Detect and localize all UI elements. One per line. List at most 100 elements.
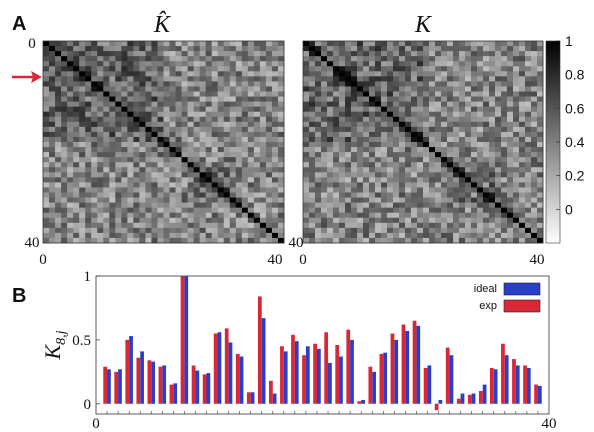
- heatmap-khat-cell: [145, 136, 152, 143]
- heatmap-k-cell: [339, 187, 346, 193]
- heatmap-k-cell: [327, 182, 334, 188]
- heatmap-khat-cell: [223, 222, 231, 229]
- heatmap-khat-cell: [91, 152, 98, 158]
- heatmap-k-cell: [423, 71, 430, 77]
- heatmap-k-cell: [315, 66, 322, 72]
- heatmap-k-cell: [303, 152, 310, 158]
- heatmap-khat-cell: [211, 162, 219, 168]
- heatmap-k-cell: [519, 116, 526, 123]
- bar-exp: [147, 360, 152, 404]
- heatmap-khat-cell: [67, 126, 74, 133]
- heatmap-khat-cell: [163, 61, 170, 67]
- heatmap-khat-cell: [55, 66, 62, 72]
- heatmap-k-cell: [459, 142, 466, 148]
- heatmap-khat-cell: [127, 172, 134, 178]
- heatmap-k-cell: [405, 162, 412, 168]
- heatmap-khat-cell: [229, 106, 237, 113]
- heatmap-k-cell: [327, 51, 334, 57]
- heatmap-khat-cell: [271, 162, 279, 168]
- heatmap-khat-cell: [127, 81, 134, 87]
- heatmap-khat-cell: [139, 217, 146, 224]
- heatmap-khat-cell: [61, 126, 68, 133]
- heatmap-khat-cell: [175, 152, 182, 158]
- heatmap-k-cell: [483, 76, 490, 82]
- heatmap-k-cell: [405, 207, 412, 214]
- heatmap-k-cell: [495, 232, 502, 239]
- heatmap-k-cell: [519, 96, 526, 102]
- heatmap-khat-cell: [259, 202, 267, 208]
- heatmap-khat-cell: [121, 177, 128, 183]
- heatmap-khat-cell: [229, 207, 237, 214]
- heatmap-khat-cell: [229, 197, 237, 203]
- bar-ideal: [261, 318, 266, 404]
- bar-ideal: [173, 383, 178, 404]
- heatmap-k-cell: [501, 111, 508, 118]
- heatmap-khat-cell: [265, 136, 273, 143]
- bar-ideal: [217, 332, 222, 404]
- heatmap-khat-cell: [235, 106, 243, 113]
- heatmap-k-cell: [453, 192, 460, 198]
- heatmap-k-cell: [393, 182, 400, 188]
- heatmap-khat-cell: [199, 81, 207, 87]
- heatmap-khat-cell: [271, 96, 279, 102]
- heatmap-k-cell: [507, 96, 514, 102]
- heatmap-k-cell: [465, 152, 472, 158]
- heatmap-khat-cell: [79, 46, 86, 52]
- heatmap-khat-cell: [235, 131, 243, 138]
- heatmap-khat-cell: [133, 232, 140, 239]
- heatmap-k-cell: [465, 192, 472, 198]
- heatmap-k-cell: [483, 222, 490, 229]
- heatmap-khat-cell: [265, 152, 273, 158]
- heatmap-khat-cell: [97, 162, 104, 168]
- heatmap-khat-cell: [97, 51, 104, 57]
- heatmap-k-cell: [321, 172, 328, 178]
- heatmap-khat-cell: [277, 142, 285, 148]
- heatmap-khat-cell: [97, 56, 104, 62]
- heatmap-khat-cell: [127, 66, 134, 72]
- heatmap-k-cell: [363, 101, 370, 107]
- heatmap-k-cell: [429, 86, 436, 92]
- heatmap-k-cell: [453, 197, 460, 203]
- heatmap-khat-cell: [115, 136, 122, 143]
- heatmap-khat-cell: [91, 131, 98, 138]
- heatmap-khat-cell: [271, 167, 279, 173]
- heatmap-k-cell: [531, 106, 538, 113]
- panel-letter-b: B: [12, 285, 26, 307]
- heatmap-khat-cell: [151, 207, 158, 214]
- heatmap-khat-cell: [145, 157, 152, 163]
- heatmap-khat-cell: [229, 76, 237, 82]
- heatmap-k-cell: [513, 56, 520, 62]
- heatmap-khat-cell: [235, 162, 243, 168]
- heatmap-k-cell: [321, 106, 328, 113]
- heatmap-khat-cell: [151, 116, 158, 123]
- heatmap-khat-cell: [67, 177, 74, 183]
- heatmap-khat-cell: [115, 227, 122, 234]
- heatmap-k-cell: [537, 71, 544, 77]
- heatmap-k-cell: [381, 197, 388, 203]
- heatmap-khat-cell: [223, 192, 231, 198]
- heatmap-khat-cell: [43, 81, 50, 87]
- bar-ideal: [316, 348, 321, 404]
- heatmap-khat-cell: [247, 227, 255, 234]
- heatmap-k-cell: [309, 101, 316, 107]
- heatmap-k-cell: [429, 91, 436, 97]
- heatmap-k-cell: [513, 96, 520, 102]
- heatmap-k-cell: [435, 131, 442, 138]
- heatmap-khat-cell: [127, 91, 134, 97]
- heatmap-k-cell: [303, 182, 310, 188]
- heatmap-k-cell: [477, 207, 484, 214]
- heatmap-k-cell: [441, 56, 448, 62]
- heatmap-k-cell: [477, 126, 484, 133]
- heatmap-k-cell: [537, 76, 544, 82]
- heatmap-khat-cell: [115, 172, 122, 178]
- heatmap-khat-cell: [133, 106, 140, 113]
- heatmap-khat-cell: [175, 101, 182, 107]
- heatmap-k-cell: [381, 157, 388, 163]
- heatmap-khat-cell: [241, 212, 249, 219]
- heatmap-k-cell: [459, 152, 466, 158]
- heatmap-khat-cell: [127, 187, 134, 193]
- heatmap-khat-cell: [229, 66, 237, 72]
- heatmap-khat-cell: [175, 227, 182, 234]
- heatmap-k-cell: [477, 111, 484, 118]
- heatmap-k-cell: [483, 71, 490, 77]
